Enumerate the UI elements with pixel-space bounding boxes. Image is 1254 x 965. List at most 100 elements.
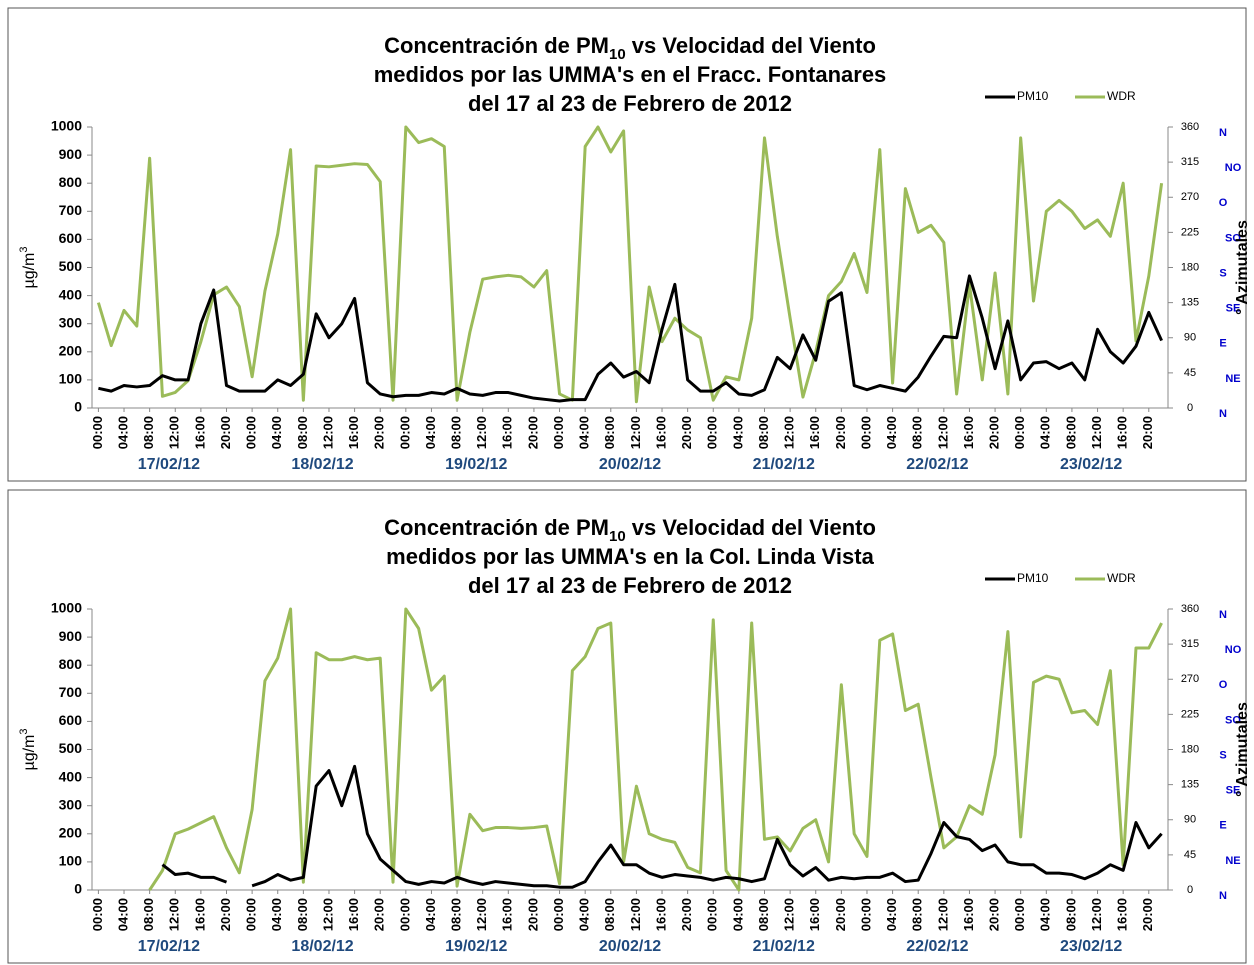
x-tick-label: 00:00 — [244, 416, 259, 449]
series-line — [98, 274, 1163, 403]
y-tick-label: 200 — [59, 825, 83, 841]
x-tick-label: 12:00 — [935, 898, 950, 931]
y-tick-label: 800 — [59, 174, 83, 190]
x-tick-label: 20:00 — [679, 416, 694, 449]
direction-label: NE — [1225, 373, 1240, 385]
x-tick-label: 04:00 — [115, 416, 130, 449]
chart-title: del 17 al 23 de Febrero de 2012 — [468, 91, 792, 116]
x-tick-label: 20:00 — [987, 898, 1002, 931]
x-tick-label: 04:00 — [1038, 898, 1053, 931]
chart-title: medidos por las UMMA's en la Col. Linda … — [386, 544, 874, 569]
x-tick-label: 16:00 — [346, 416, 361, 449]
x-tick-label: 16:00 — [500, 416, 515, 449]
title-part: medidos por las UMMA's en la Col. Linda … — [386, 544, 874, 569]
x-tick-label: 12:00 — [320, 898, 335, 931]
series-line — [96, 125, 1164, 404]
x-tick-label: 00:00 — [551, 416, 566, 449]
x-tick-label: 08:00 — [1063, 416, 1078, 449]
title-part: Concentración de PM — [384, 515, 609, 540]
x-tick-label: 04:00 — [423, 898, 438, 931]
x-tick-label: 04:00 — [884, 416, 899, 449]
y2-tick-label: 0 — [1187, 402, 1193, 414]
y2-tick-label: 0 — [1187, 884, 1193, 896]
panel-border — [7, 7, 1247, 482]
direction-label: E — [1219, 820, 1226, 832]
x-tick-label: 16:00 — [961, 898, 976, 931]
x-tick-label: 12:00 — [474, 898, 489, 931]
y-label-part: µg/m — [21, 735, 38, 771]
y2-tick-label: 225 — [1181, 708, 1199, 720]
y-tick-label: 700 — [59, 202, 83, 218]
y-axis-label: µg/m3 — [18, 728, 38, 770]
panel-border — [7, 489, 1247, 964]
x-tick-label: 20:00 — [833, 416, 848, 449]
y-tick-label: 200 — [59, 343, 83, 359]
title-part: vs Velocidad del Viento — [626, 515, 876, 540]
x-tick-label: 12:00 — [628, 898, 643, 931]
x-tick-label: 08:00 — [141, 416, 156, 449]
y2-tick-label: 135 — [1181, 779, 1199, 791]
x-tick-label: 04:00 — [115, 898, 130, 931]
x-tick-label: 08:00 — [1063, 898, 1078, 931]
x-tick-label: 16:00 — [346, 898, 361, 931]
x-tick-label: 16:00 — [807, 898, 822, 931]
x-tick-label: 16:00 — [653, 898, 668, 931]
direction-label: NO — [1225, 644, 1242, 656]
x-tick-label: 20:00 — [372, 898, 387, 931]
x-tick-label: 08:00 — [141, 898, 156, 931]
direction-label: S — [1219, 749, 1226, 761]
y2-tick-label: 270 — [1181, 191, 1199, 203]
date-label: 23/02/12 — [1060, 938, 1122, 955]
x-tick-label: 08:00 — [295, 898, 310, 931]
y2-tick-label: 360 — [1181, 121, 1199, 133]
x-tick-label: 04:00 — [730, 416, 745, 449]
x-tick-label: 00:00 — [244, 898, 259, 931]
chart-title: Concentración de PM10 vs Velocidad del V… — [384, 33, 876, 64]
x-tick-label: 12:00 — [1089, 898, 1104, 931]
y-tick-label: 900 — [59, 628, 83, 644]
x-tick-label: 08:00 — [756, 898, 771, 931]
legend-label: WDR — [1107, 571, 1136, 585]
y2-tick-label: 90 — [1184, 814, 1196, 826]
x-tick-label: 04:00 — [577, 898, 592, 931]
chart-panel: Concentración de PM10 vs Velocidad del V… — [7, 7, 1251, 482]
x-tick-label: 04:00 — [423, 416, 438, 449]
x-tick-label: 16:00 — [961, 416, 976, 449]
direction-label: N — [1219, 890, 1227, 902]
y-tick-label: 0 — [74, 881, 82, 897]
y-tick-label: 1000 — [51, 118, 82, 134]
direction-label: SE — [1226, 785, 1241, 797]
chart-title: medidos por las UMMA's en el Fracc. Font… — [374, 62, 887, 87]
x-tick-label: 00:00 — [90, 416, 105, 449]
x-tick-label: 16:00 — [192, 898, 207, 931]
y2-tick-label: 45 — [1184, 367, 1196, 379]
y-tick-label: 100 — [59, 371, 83, 387]
date-label: 23/02/12 — [1060, 456, 1122, 473]
title-part: vs Velocidad del Viento — [626, 33, 876, 58]
title-part: del 17 al 23 de Febrero de 2012 — [468, 91, 792, 116]
x-tick-label: 08:00 — [602, 898, 617, 931]
direction-label: NO — [1225, 162, 1242, 174]
direction-label: N — [1219, 408, 1227, 420]
y-tick-label: 600 — [59, 712, 83, 728]
x-tick-label: 12:00 — [1089, 416, 1104, 449]
chart-title: del 17 al 23 de Febrero de 2012 — [468, 573, 792, 598]
x-tick-label: 00:00 — [1012, 416, 1027, 449]
y-tick-label: 700 — [59, 684, 83, 700]
x-tick-label: 20:00 — [1140, 416, 1155, 449]
y-label-part: 3 — [18, 246, 30, 252]
x-tick-label: 00:00 — [551, 898, 566, 931]
x-tick-label: 20:00 — [218, 416, 233, 449]
x-tick-label: 20:00 — [218, 898, 233, 931]
x-tick-label: 00:00 — [705, 416, 720, 449]
title-part: medidos por las UMMA's en el Fracc. Font… — [374, 62, 887, 87]
date-label: 20/02/12 — [599, 456, 661, 473]
date-label: 18/02/12 — [291, 938, 353, 955]
x-tick-label: 12:00 — [474, 416, 489, 449]
x-tick-label: 00:00 — [397, 898, 412, 931]
x-tick-label: 04:00 — [269, 898, 284, 931]
direction-label: O — [1219, 679, 1228, 691]
x-tick-label: 00:00 — [858, 898, 873, 931]
x-tick-label: 12:00 — [167, 416, 182, 449]
